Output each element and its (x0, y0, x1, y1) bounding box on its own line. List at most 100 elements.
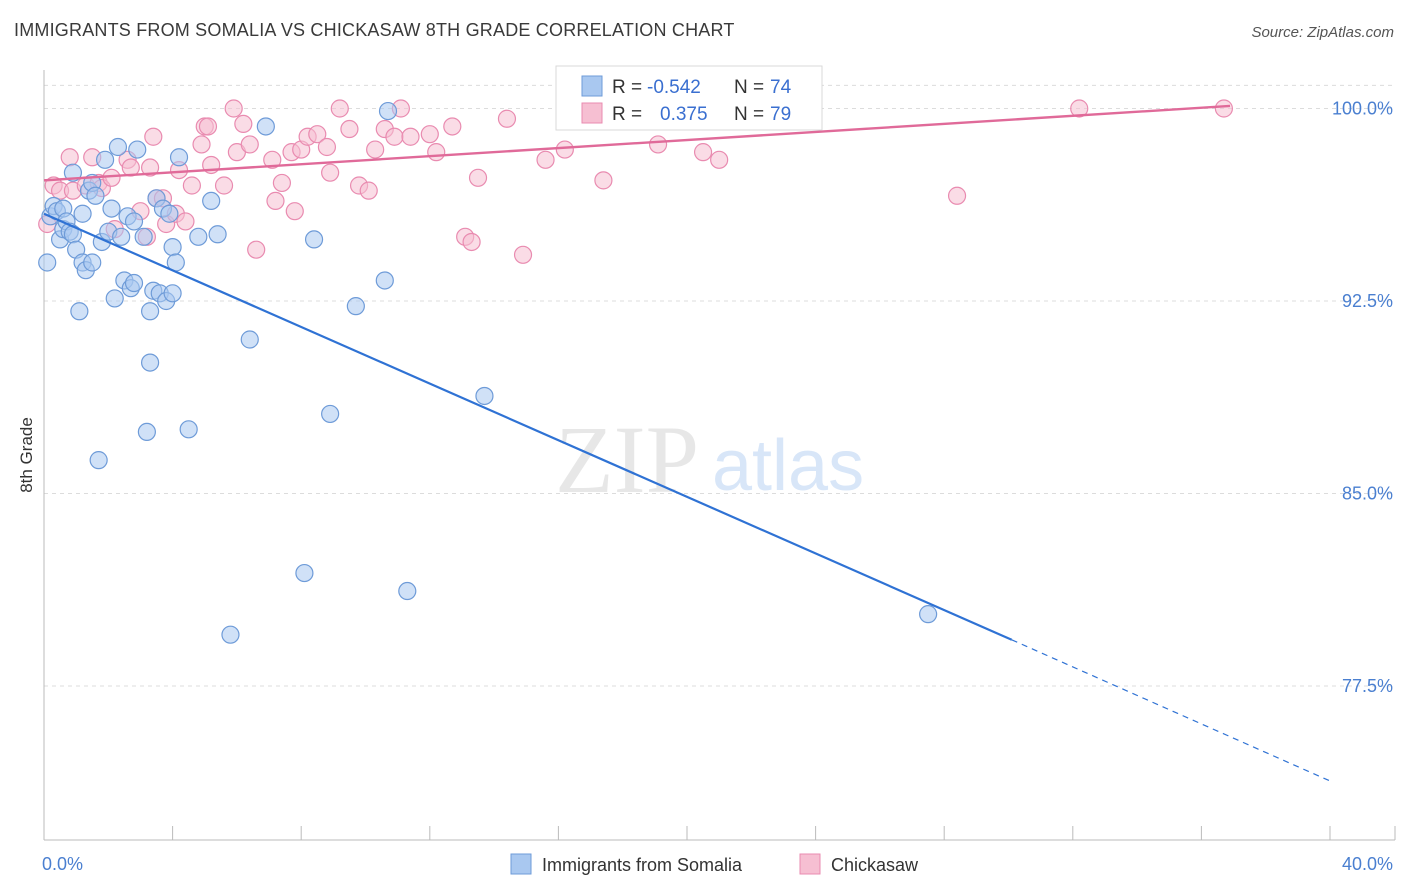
stats-n-label-blue: N = (734, 77, 764, 98)
point-somalia (202, 191, 221, 210)
point-chickasaw (176, 212, 195, 231)
point-chickasaw (102, 168, 121, 187)
point-chickasaw (594, 171, 613, 190)
watermark-atlas: atlas (712, 426, 864, 506)
point-somalia (128, 140, 147, 159)
point-somalia (304, 230, 324, 249)
trend-lines (43, 104, 1331, 782)
point-chickasaw (1070, 99, 1089, 118)
point-somalia (256, 117, 275, 136)
stats-r-value-pink: 0.375 (660, 104, 708, 125)
point-somalia (398, 581, 417, 601)
point-chickasaw (263, 150, 282, 169)
axes (43, 70, 1396, 841)
y-tick-label: 85.0% (1342, 484, 1393, 504)
y-tick-label: 92.5% (1342, 291, 1393, 311)
point-chickasaw (648, 135, 668, 154)
x-tick-label: 0.0% (42, 854, 83, 874)
point-somalia (137, 422, 156, 441)
point-chickasaw (693, 143, 713, 162)
point-somalia (240, 330, 259, 349)
point-chickasaw (247, 240, 266, 259)
stats-n-label-pink: N = (734, 104, 764, 125)
point-chickasaw (366, 140, 385, 159)
legend-swatch-somalia (510, 853, 532, 875)
point-somalia (169, 148, 189, 167)
stats-r-label-blue: R = (612, 77, 642, 98)
point-somalia (108, 137, 128, 157)
y-axis-label: 8th Grade (17, 417, 36, 493)
point-somalia (124, 273, 144, 293)
point-somalia (378, 101, 398, 121)
stats-swatch-blue (581, 75, 603, 97)
point-chickasaw (272, 173, 292, 193)
point-somalia (89, 451, 108, 470)
point-chickasaw (144, 127, 163, 146)
point-somalia (189, 227, 208, 246)
y-tick-label: 77.5% (1342, 676, 1393, 696)
point-somalia (919, 605, 938, 624)
chart-title: IMMIGRANTS FROM SOMALIA VS CHICKASAW 8TH… (14, 20, 735, 40)
point-somalia (105, 289, 124, 308)
point-somalia (112, 227, 131, 246)
point-chickasaw (224, 99, 243, 118)
point-chickasaw (240, 135, 259, 154)
point-somalia (102, 199, 121, 218)
point-chickasaw (285, 202, 304, 221)
point-somalia (38, 253, 57, 272)
point-chickasaw (497, 109, 517, 128)
point-somalia (70, 302, 89, 321)
trend-line-chickasaw (43, 104, 1231, 182)
point-somalia (179, 420, 198, 439)
point-chickasaw (443, 117, 462, 136)
series-somalia (38, 101, 938, 644)
point-somalia (140, 302, 160, 321)
point-somalia (140, 353, 160, 372)
point-chickasaw (330, 99, 349, 118)
stats-box: R = -0.542 N = 74 R = 0.375 N = 79 (555, 65, 823, 131)
legend-swatch-chickasaw (799, 853, 821, 875)
stats-r-value-blue: -0.542 (647, 77, 701, 98)
point-chickasaw (317, 137, 337, 157)
watermark-zip: ZIP (555, 406, 699, 513)
point-chickasaw (182, 176, 201, 195)
point-somalia (321, 404, 340, 424)
point-chickasaw (321, 163, 340, 182)
legend-label-somalia: Immigrants from Somalia (542, 855, 743, 875)
point-chickasaw (468, 168, 488, 187)
trend-line-somalia-extension (1011, 639, 1331, 782)
point-somalia (163, 238, 182, 257)
point-chickasaw (234, 114, 253, 134)
point-somalia (208, 225, 227, 244)
stats-n-value-blue: 74 (770, 77, 792, 98)
y-tick-label: 100.0% (1332, 99, 1393, 119)
point-somalia (375, 271, 394, 290)
point-chickasaw (710, 150, 729, 169)
point-chickasaw (266, 191, 285, 210)
x-tick-labels: 0.0% 40.0% (42, 854, 1393, 874)
point-somalia (134, 227, 153, 246)
point-chickasaw (359, 181, 378, 200)
point-chickasaw (513, 245, 533, 264)
point-chickasaw (401, 127, 420, 146)
point-chickasaw (420, 125, 439, 144)
point-chickasaw (462, 232, 481, 252)
stats-n-value-pink: 79 (770, 104, 791, 125)
source-credit: Source: ZipAtlas.com (1251, 24, 1394, 41)
point-chickasaw (60, 148, 79, 167)
point-chickasaw (385, 127, 404, 146)
point-somalia (86, 186, 105, 205)
legend: Immigrants from Somalia Chickasaw (510, 853, 919, 875)
point-chickasaw (536, 150, 555, 169)
watermark: ZIP atlas (555, 406, 864, 513)
stats-r-label-pink: R = (612, 104, 642, 125)
point-somalia (95, 150, 115, 169)
point-somalia (63, 163, 83, 182)
point-somalia (160, 204, 179, 223)
point-chickasaw (340, 119, 359, 139)
point-chickasaw (947, 186, 967, 205)
point-somalia (475, 386, 494, 406)
point-chickasaw (140, 158, 160, 177)
point-chickasaw (198, 117, 218, 136)
